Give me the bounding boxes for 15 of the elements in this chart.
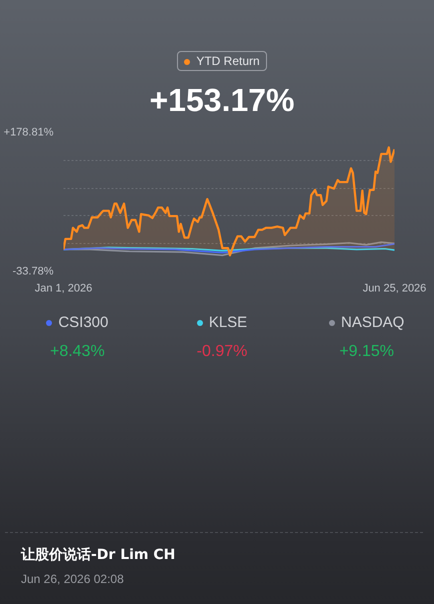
legend-label: KLSE xyxy=(208,313,248,333)
legend-label: NASDAQ xyxy=(340,313,406,333)
legend-label: YTD Return xyxy=(177,51,267,71)
legend-label: CSI300 xyxy=(57,313,110,333)
x-tick-label: Jan 1, 2026 xyxy=(34,282,92,294)
text: +8.43% xyxy=(48,342,106,362)
x-tick-label: Jun 25, 2026 xyxy=(362,282,426,294)
text: +153.17% xyxy=(148,81,296,120)
text: 让股价说话-Dr Lim CH xyxy=(21,546,176,565)
y-tick-label: +178.81% xyxy=(4,126,54,138)
y-tick-label: -33.78% xyxy=(12,266,54,278)
line-series xyxy=(64,243,394,254)
text: -0.97% xyxy=(196,342,248,362)
text: Jun 26, 2026 02:08 xyxy=(21,571,125,588)
text: +9.15% xyxy=(338,342,396,362)
